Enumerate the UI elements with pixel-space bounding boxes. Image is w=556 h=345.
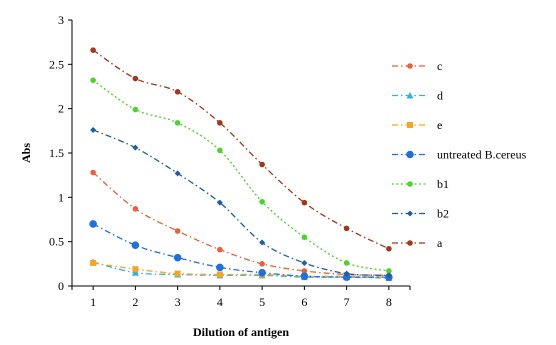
y-tick-label: 2: [58, 102, 64, 116]
data-point: [217, 120, 223, 126]
data-point: [259, 261, 265, 267]
y-tick-label: 3: [58, 13, 64, 27]
y-tick-label: 2.5: [49, 57, 64, 71]
x-tick-label: 2: [132, 295, 138, 309]
legend-marker: [407, 181, 413, 187]
series-line: [92, 261, 389, 279]
legend-marker: [406, 92, 414, 99]
y-tick-label: 0: [58, 279, 64, 293]
legend-item: a: [392, 236, 443, 250]
data-point: [216, 271, 223, 278]
series-a: [90, 47, 392, 252]
legend-label: e: [437, 118, 442, 132]
data-point: [343, 225, 350, 232]
data-point: [343, 270, 350, 277]
legend-item: b2: [392, 207, 449, 221]
data-point: [132, 106, 139, 113]
series-untreated-b-cereus: [89, 220, 393, 281]
series-b1: [90, 77, 392, 274]
data-point: [386, 245, 392, 252]
legend-marker: [407, 210, 413, 217]
data-point: [132, 144, 139, 151]
legend-label: b2: [437, 207, 449, 221]
x-tick-label: 6: [301, 295, 307, 309]
legend-marker: [407, 240, 413, 246]
y-axis-title: Abs: [19, 143, 33, 163]
data-point: [217, 246, 223, 253]
legend-item: e: [392, 118, 442, 132]
data-point: [131, 241, 140, 250]
legend-item: b1: [392, 177, 449, 191]
series-b2: [90, 126, 392, 279]
legend-label: untreated B.cereus: [437, 148, 527, 162]
legend-item: untreated B.cereus: [392, 148, 527, 162]
legend-label: b1: [437, 177, 449, 191]
x-axis-title: Dilution of antigen: [193, 325, 289, 339]
data-point: [217, 147, 223, 154]
legend-marker: [407, 122, 413, 128]
data-point: [173, 253, 182, 262]
y-tick-label: 1.5: [49, 146, 64, 160]
series-line: [92, 129, 389, 277]
data-point: [301, 259, 308, 266]
data-point: [301, 234, 308, 241]
x-tick-label: 5: [259, 295, 265, 309]
data-point: [90, 77, 96, 84]
series-line: [93, 262, 389, 278]
data-point: [343, 260, 350, 266]
data-point: [132, 266, 139, 273]
legend-label: a: [437, 236, 443, 250]
x-tick-label: 4: [217, 295, 223, 309]
x-ticks: 1 2 3 4 5 6 7 8: [71, 286, 411, 309]
data-point: [258, 268, 266, 277]
data-point: [89, 220, 97, 228]
x-tick-label: 1: [90, 295, 96, 309]
legend-marker: [406, 150, 414, 159]
legend: c d e untreated B.cereus b1 b2 a: [392, 59, 527, 250]
series-line: [92, 172, 389, 277]
legend-item: d: [392, 89, 443, 103]
x-tick-label: 8: [386, 295, 392, 309]
x-tick-label: 7: [344, 295, 350, 309]
legend-label: d: [437, 89, 443, 103]
series-line: [92, 49, 390, 250]
data-point: [174, 89, 181, 95]
data-point: [132, 206, 139, 212]
data-point: [216, 263, 224, 272]
data-point: [342, 273, 351, 281]
y-tick-label: 0.5: [49, 235, 64, 249]
y-ticks: 0 0.5 1 1.5 2 2.5 3: [49, 13, 72, 293]
data-point: [259, 239, 266, 246]
data-point: [386, 268, 392, 274]
legend-item: c: [392, 59, 442, 73]
axes: [71, 20, 410, 287]
data-point: [131, 269, 139, 276]
data-point: [174, 120, 181, 126]
data-point: [174, 170, 181, 177]
data-point: [259, 198, 265, 205]
data-point: [259, 161, 265, 168]
data-point: [385, 272, 392, 279]
data-point: [300, 272, 309, 281]
data-point: [216, 199, 223, 206]
data-point: [301, 199, 308, 206]
series: [89, 47, 393, 282]
data-point: [90, 259, 97, 266]
y-tick-label: 1: [58, 190, 64, 204]
legend-label: c: [437, 59, 442, 73]
x-tick-label: 3: [175, 295, 181, 309]
data-point: [174, 228, 181, 234]
data-point: [90, 169, 96, 176]
data-point: [90, 47, 96, 53]
data-point: [132, 75, 139, 82]
data-point: [301, 268, 308, 274]
legend-marker: [407, 63, 413, 69]
data-point: [90, 126, 97, 133]
data-point: [174, 270, 181, 277]
